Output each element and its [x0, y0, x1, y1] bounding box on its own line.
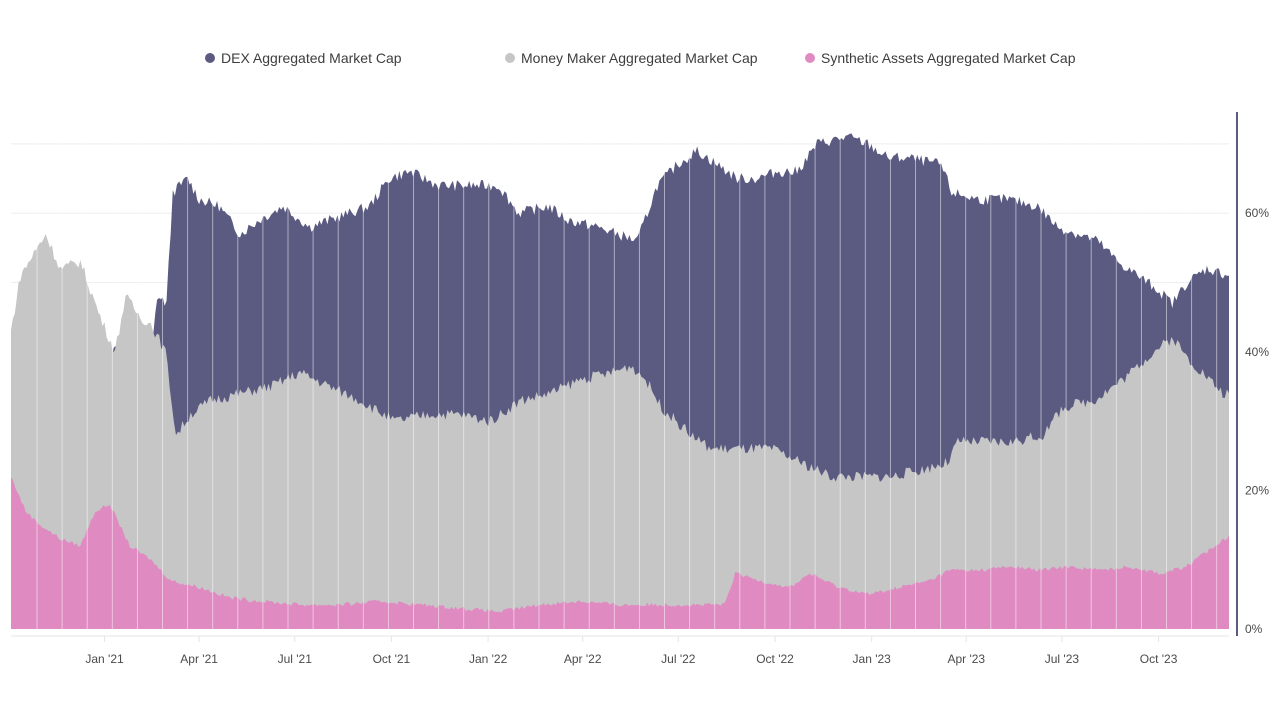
x-tick-label: Apr '22	[564, 652, 602, 666]
x-axis: Jan '21 Apr '21 Jul '21 Oct '21 Jan '22 Apr '…	[11, 635, 1229, 666]
legend-dot-synthetic-assets-icon	[805, 53, 815, 63]
legend-item-dex[interactable]: DEX Aggregated Market Cap	[205, 50, 402, 66]
x-tick-label: Jan '22	[469, 652, 508, 666]
y-tick-label: 20%	[1245, 483, 1269, 497]
legend-dot-dex-icon	[205, 53, 215, 63]
x-tick-label: Oct '22	[756, 652, 794, 666]
series-areas	[11, 133, 1229, 629]
legend-label-money-maker: Money Maker Aggregated Market Cap	[521, 50, 758, 66]
legend-label-synthetic-assets: Synthetic Assets Aggregated Market Cap	[821, 50, 1076, 66]
y-tick-label: 60%	[1245, 206, 1269, 220]
legend-item-synthetic-assets[interactable]: Synthetic Assets Aggregated Market Cap	[805, 50, 1075, 66]
x-tick-label: Oct '21	[373, 652, 411, 666]
x-tick-label: Jan '21	[85, 652, 124, 666]
series-area-2	[11, 476, 1229, 629]
legend-dot-money-maker-icon	[505, 53, 515, 63]
legend-item-money-maker[interactable]: Money Maker Aggregated Market Cap	[505, 50, 758, 66]
y-axis: 0% 20% 40% 60%	[1236, 112, 1269, 636]
bar-gaps	[36, 109, 1218, 629]
y-tick-label: 40%	[1245, 345, 1269, 359]
series-area-1	[11, 234, 1229, 629]
x-tick-label: Apr '21	[180, 652, 218, 666]
x-tick-label: Jan '23	[853, 652, 892, 666]
legend-label-dex: DEX Aggregated Market Cap	[221, 50, 402, 66]
x-tick-label: Jul '22	[661, 652, 696, 666]
x-tick-label: Jul '21	[278, 652, 313, 666]
x-tick-label: Apr '23	[947, 652, 985, 666]
x-tick-label: Oct '23	[1140, 652, 1178, 666]
x-tick-label: Jul '23	[1045, 652, 1080, 666]
legend: DEX Aggregated Market Cap Money Maker Ag…	[0, 50, 1280, 72]
y-tick-label: 0%	[1245, 622, 1263, 636]
